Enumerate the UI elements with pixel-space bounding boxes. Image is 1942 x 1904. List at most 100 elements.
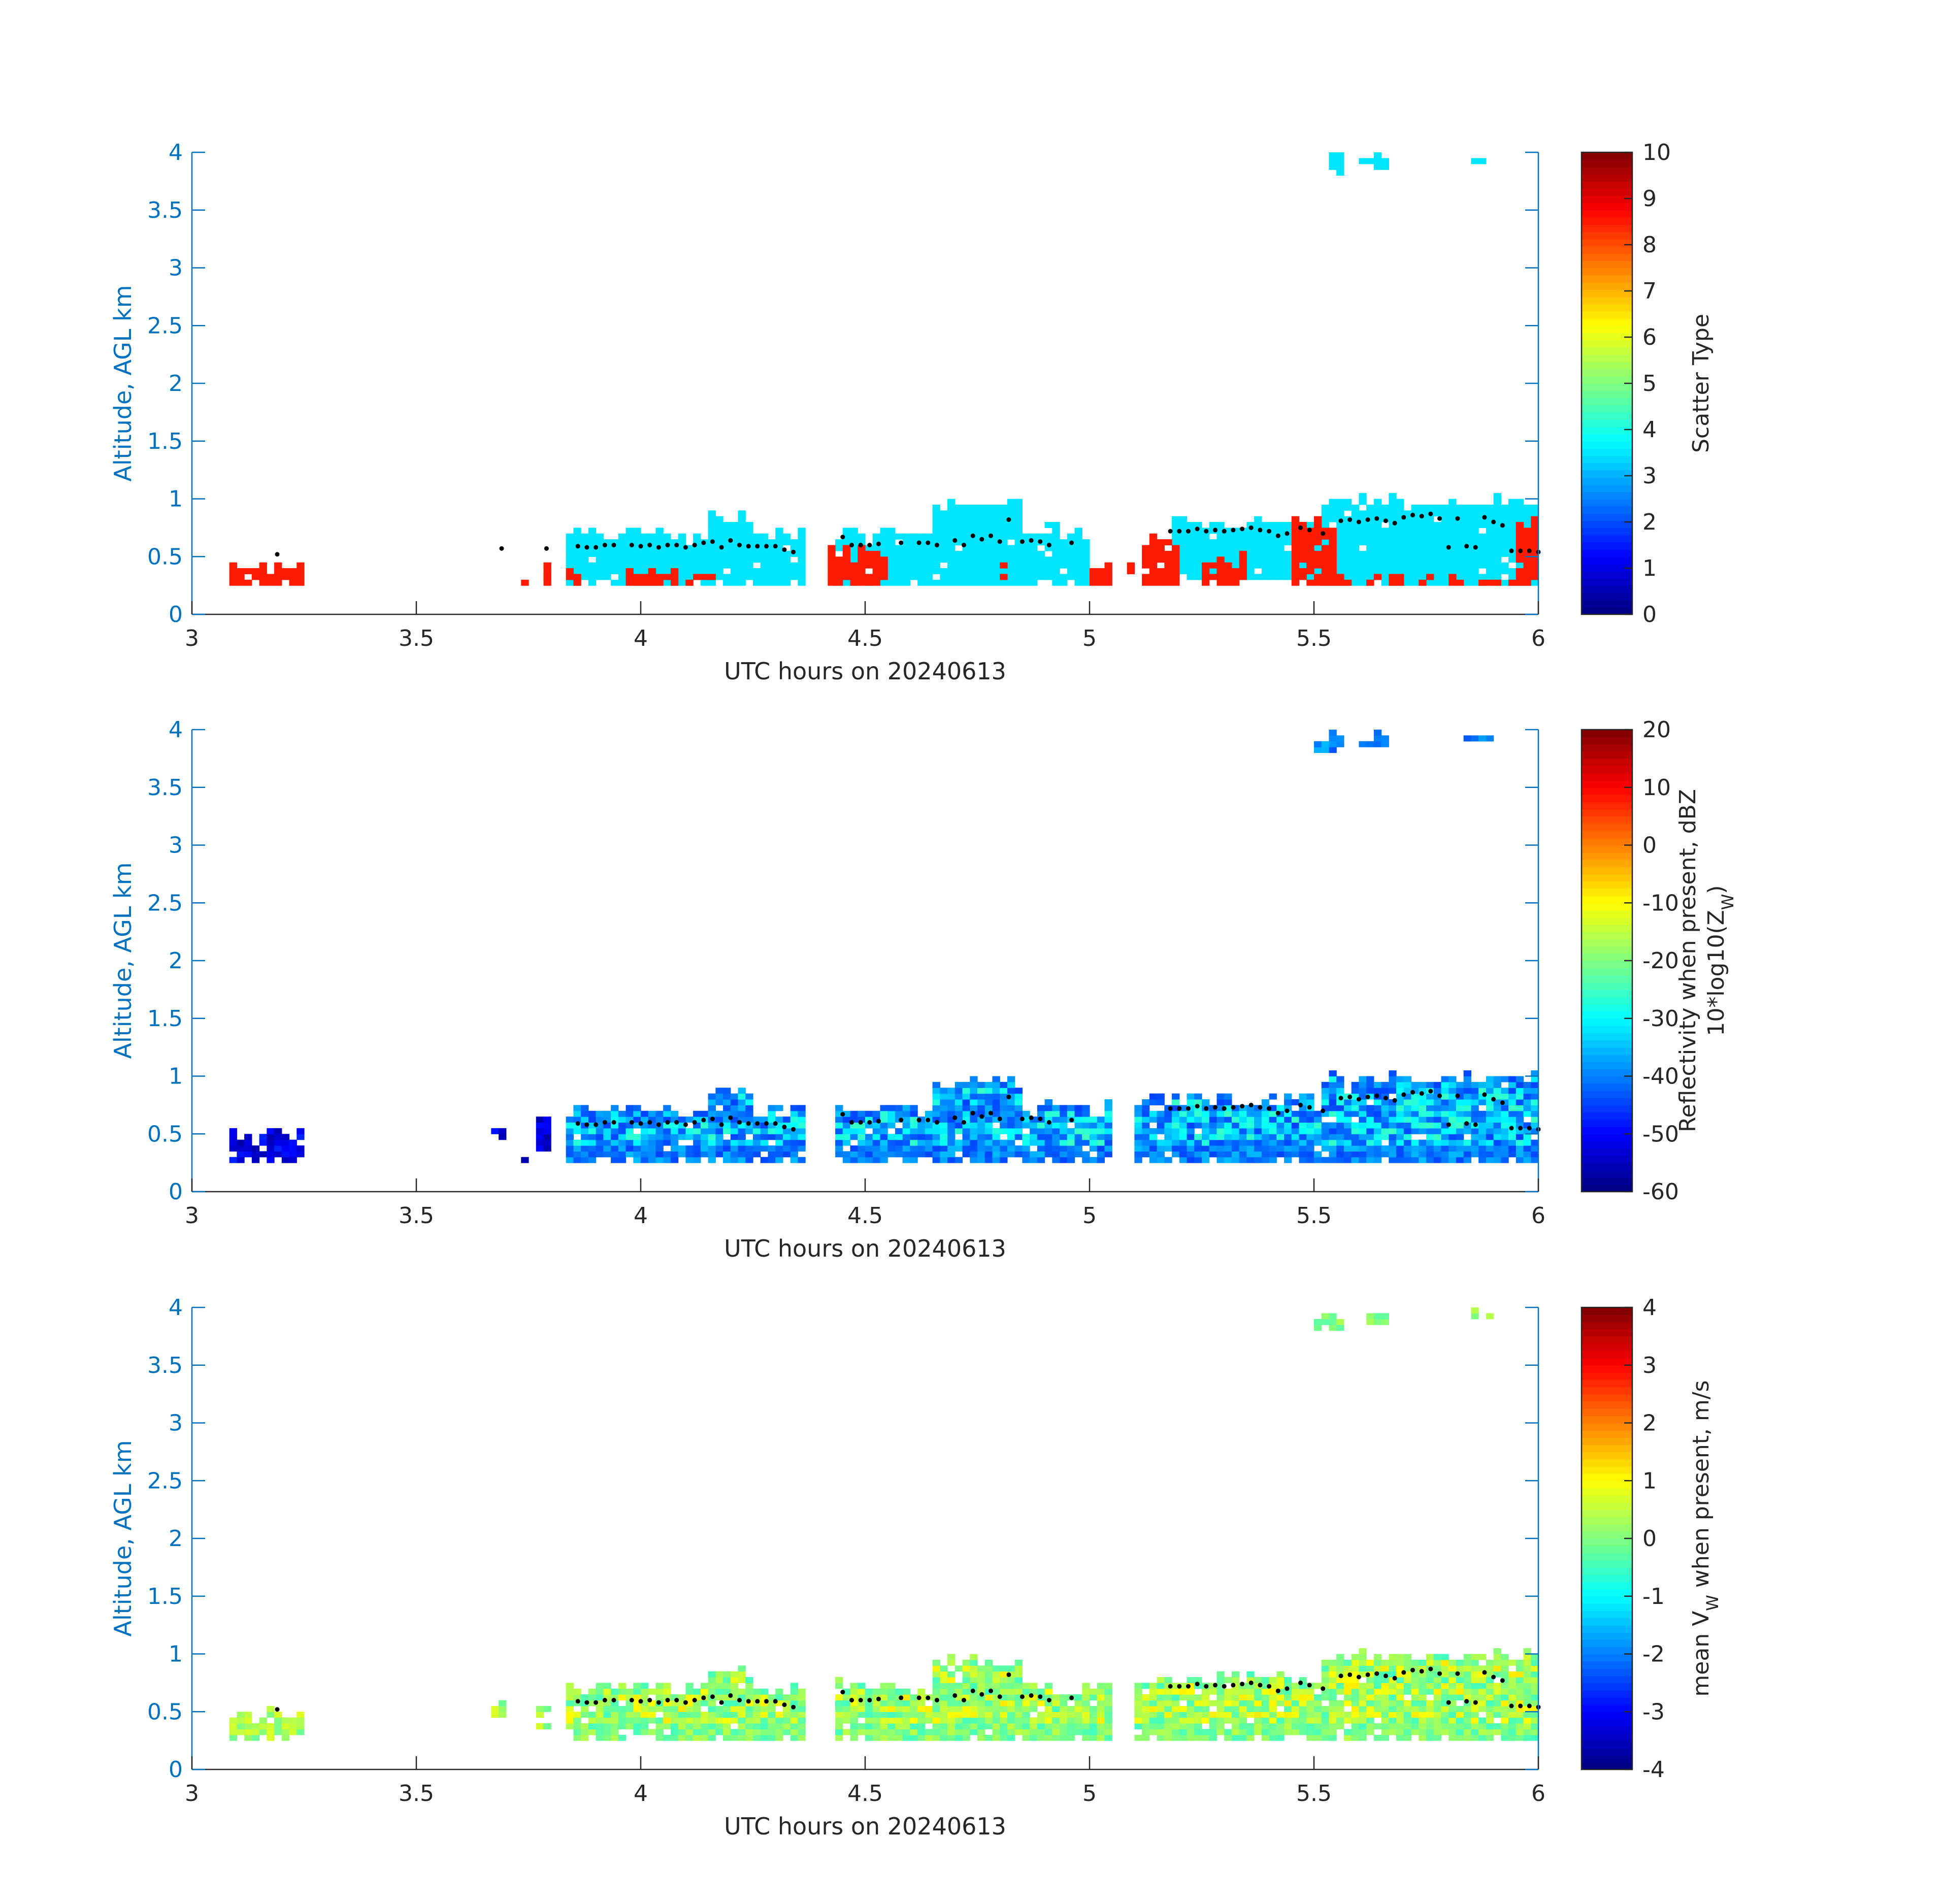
heatmap-cell xyxy=(1179,1694,1188,1701)
heatmap-cell xyxy=(678,1729,686,1735)
heatmap-cell xyxy=(738,1093,746,1100)
heatmap-cell xyxy=(842,574,851,580)
heatmap-cell xyxy=(611,1151,619,1158)
colorbar-segment xyxy=(1582,434,1632,442)
heatmap-cell xyxy=(1501,1712,1509,1718)
heatmap-cell xyxy=(1396,1671,1404,1678)
cloud-base-point xyxy=(876,1119,881,1124)
heatmap-cell xyxy=(1172,579,1180,586)
heatmap-cell xyxy=(1531,1076,1539,1082)
heatmap-cell xyxy=(1523,1677,1531,1683)
cloud-base-point xyxy=(1338,1673,1343,1679)
heatmap-cell xyxy=(1531,1093,1539,1100)
heatmap-cell xyxy=(872,1151,881,1158)
heatmap-cell xyxy=(596,1122,604,1129)
heatmap-cell xyxy=(1134,1712,1142,1718)
cloud-base-point xyxy=(970,1110,975,1115)
heatmap-cell xyxy=(708,579,716,586)
heatmap-cell xyxy=(648,1729,656,1735)
heatmap-cell xyxy=(1127,562,1135,569)
heatmap-cell xyxy=(603,539,611,546)
heatmap-cell xyxy=(1284,1122,1292,1129)
heatmap-cell xyxy=(1291,1712,1300,1718)
heatmap-cell xyxy=(992,1128,1000,1134)
heatmap-cell xyxy=(977,533,985,540)
heatmap-cell xyxy=(1351,1712,1359,1718)
cloud-base-point xyxy=(1527,548,1532,553)
heatmap-cell xyxy=(536,1145,544,1152)
heatmap-cell xyxy=(880,574,888,580)
heatmap-cell xyxy=(1060,539,1068,546)
heatmap-cell xyxy=(1261,1677,1270,1683)
heatmap-cell xyxy=(932,1134,940,1140)
heatmap-cell xyxy=(708,545,716,551)
heatmap-cell xyxy=(1426,1683,1434,1689)
heatmap-cell xyxy=(1164,574,1172,580)
heatmap-cell xyxy=(1329,1683,1337,1689)
heatmap-cell xyxy=(1523,1093,1531,1100)
heatmap-cell xyxy=(1291,1134,1300,1140)
heatmap-cell xyxy=(1478,1157,1487,1163)
heatmap-cell xyxy=(596,1134,604,1140)
heatmap-cell xyxy=(940,1729,948,1735)
heatmap-cell xyxy=(1000,1688,1008,1695)
colorbar-segment xyxy=(1582,520,1632,529)
heatmap-cell xyxy=(932,1729,940,1735)
heatmap-cell xyxy=(1419,528,1427,534)
y-tick-label: 1.5 xyxy=(147,1584,183,1610)
heatmap-cell xyxy=(1508,1671,1517,1678)
heatmap-cell xyxy=(947,1734,956,1741)
heatmap-cell xyxy=(1493,504,1501,511)
heatmap-cell xyxy=(1194,1705,1202,1712)
heatmap-cell xyxy=(917,568,926,574)
heatmap-cell xyxy=(693,1712,701,1718)
heatmap-cell xyxy=(267,1729,275,1735)
heatmap-cell xyxy=(581,574,589,580)
cloud-base-point xyxy=(692,1698,697,1702)
heatmap-cell xyxy=(1516,1712,1524,1718)
cloud-base-point xyxy=(737,1698,742,1702)
x-axis-label: UTC hours on 20240613 xyxy=(724,1235,1006,1262)
heatmap-cell xyxy=(947,579,956,586)
heatmap-cell xyxy=(685,562,694,569)
heatmap-cell xyxy=(581,1145,589,1152)
heatmap-cell xyxy=(992,1683,1000,1689)
heatmap-cell xyxy=(715,516,723,522)
heatmap-cell xyxy=(947,1093,956,1100)
heatmap-cell xyxy=(1306,1694,1314,1701)
heatmap-cell xyxy=(835,579,843,586)
heatmap-cell xyxy=(1231,556,1240,563)
heatmap-cell xyxy=(1523,1134,1531,1140)
heatmap-cell xyxy=(641,1151,649,1158)
heatmap-cell xyxy=(618,1683,627,1689)
heatmap-cell xyxy=(655,1145,664,1152)
heatmap-cell xyxy=(1336,1688,1344,1695)
heatmap-cell xyxy=(670,574,679,580)
heatmap-cell xyxy=(1516,579,1524,586)
heatmap-cell xyxy=(244,1134,252,1140)
heatmap-cell xyxy=(1030,568,1038,574)
heatmap-cell xyxy=(1373,741,1382,747)
heatmap-cell xyxy=(940,1088,948,1094)
heatmap-cell xyxy=(865,1723,873,1729)
heatmap-cell xyxy=(1097,1157,1105,1163)
heatmap-cell xyxy=(648,1705,656,1712)
heatmap-cell xyxy=(895,574,903,580)
heatmap-cell xyxy=(1000,1694,1008,1701)
heatmap-cell xyxy=(603,1729,611,1735)
heatmap-cell xyxy=(1314,568,1322,574)
heatmap-cell xyxy=(1493,556,1501,563)
heatmap-cell xyxy=(760,574,769,580)
heatmap-cell xyxy=(782,550,791,557)
heatmap-cell xyxy=(984,504,993,511)
heatmap-cell xyxy=(1291,1099,1300,1105)
heatmap-cell xyxy=(1523,1665,1531,1672)
heatmap-cell xyxy=(663,533,671,540)
cloud-base-point xyxy=(1046,1120,1051,1125)
heatmap-cell xyxy=(655,1134,664,1140)
heatmap-cell xyxy=(880,550,888,557)
colorbar-segment xyxy=(1582,903,1632,911)
cloud-base-point xyxy=(1240,1104,1245,1109)
heatmap-cell xyxy=(1336,1712,1344,1718)
